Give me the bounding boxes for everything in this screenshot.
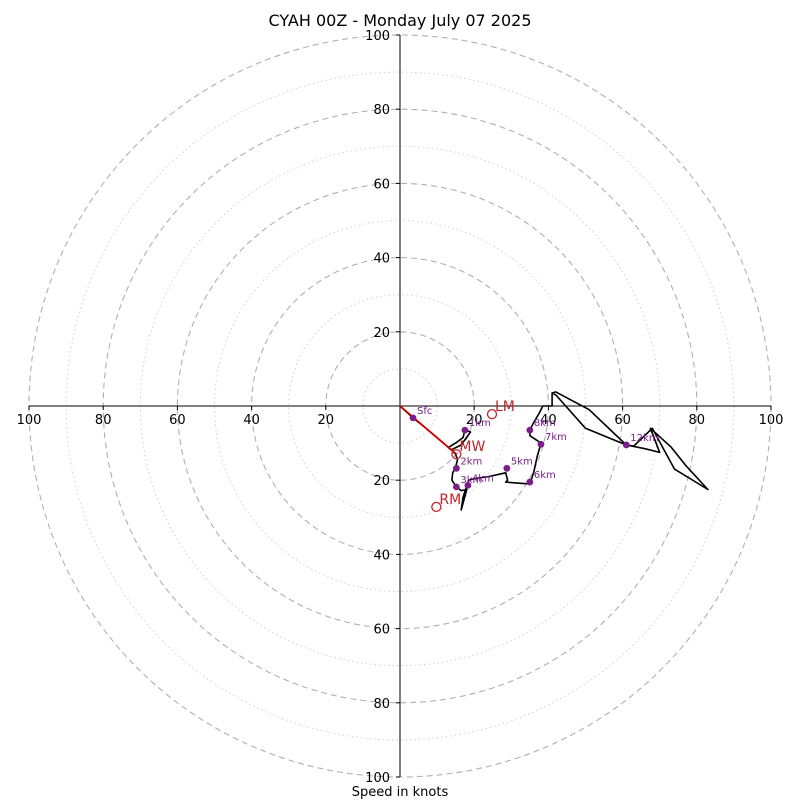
height-label-4km: 4km <box>472 473 494 484</box>
tick-label-bottom-20: 20 <box>373 474 390 489</box>
tick-label-left-100: 100 <box>17 413 42 428</box>
tick-labels: 20 20 20 20 40 40 40 40 60 60 60 60 80 80 80 80 100 100 10… <box>17 29 784 786</box>
tick-label-right-60: 60 <box>614 413 631 428</box>
tick-label-top-80: 80 <box>373 103 390 118</box>
storm-motion-marker-mw <box>451 449 462 460</box>
x-axis-label: Speed in knots <box>352 785 449 800</box>
height-point-7km <box>537 440 545 448</box>
height-label-8km: 8km <box>534 418 556 429</box>
tick-label-right-20: 20 <box>466 413 483 428</box>
tick-label-top-100: 100 <box>365 29 390 44</box>
tick-label-top-20: 20 <box>373 326 390 341</box>
chart-title: CYAH 00Z - Monday July 07 2025 <box>268 11 531 30</box>
height-label-12km: 12km <box>630 433 658 444</box>
height-point-3km <box>452 483 460 491</box>
tick-label-bottom-40: 40 <box>373 548 390 563</box>
tick-label-top-40: 40 <box>373 252 390 267</box>
height-label-3km: 3km <box>460 475 482 486</box>
height-label-5km: 5km <box>511 456 533 467</box>
tick-label-left-20: 20 <box>318 413 335 428</box>
height-label-sfc: Sfc <box>417 406 432 417</box>
tick-label-bottom-100: 100 <box>365 771 390 786</box>
storm-motion-label-mw: MW <box>459 439 485 455</box>
height-label-1km: 1km <box>469 418 491 429</box>
tick-label-left-80: 80 <box>95 413 112 428</box>
storm-motions: LM MW RM <box>431 399 515 513</box>
hodograph-trace <box>399 391 709 511</box>
height-point-4km <box>464 481 472 489</box>
height-point-5km <box>503 464 511 472</box>
height-label-2km: 2km <box>460 456 482 467</box>
height-label-7km: 7km <box>545 432 567 443</box>
tick-label-left-60: 60 <box>169 413 186 428</box>
mean-wind-line <box>399 405 457 455</box>
storm-motion-marker-lm <box>486 409 498 420</box>
storm-motion-label-rm: RM <box>439 492 461 508</box>
height-label-6km: 6km <box>534 470 556 481</box>
height-point-1km <box>461 426 469 434</box>
tick-label-bottom-60: 60 <box>373 623 390 638</box>
storm-motion-marker-rm <box>431 501 442 513</box>
tick-label-left-40: 40 <box>243 413 260 428</box>
storm-motion-label-lm: LM <box>495 399 515 415</box>
height-point-12km <box>622 441 630 449</box>
tick-label-bottom-80: 80 <box>373 697 390 712</box>
height-point-2km <box>452 464 460 472</box>
hodograph-trace-group <box>399 391 709 511</box>
tick-label-right-80: 80 <box>689 413 706 428</box>
height-point-6km <box>526 478 534 486</box>
mean-wind-group <box>399 405 457 455</box>
tick-label-right-100: 100 <box>759 413 784 428</box>
tick-label-right-40: 40 <box>540 413 557 428</box>
tick-label-top-60: 60 <box>373 177 390 192</box>
height-point-sfc <box>409 414 417 422</box>
height-point-8km <box>526 426 534 434</box>
